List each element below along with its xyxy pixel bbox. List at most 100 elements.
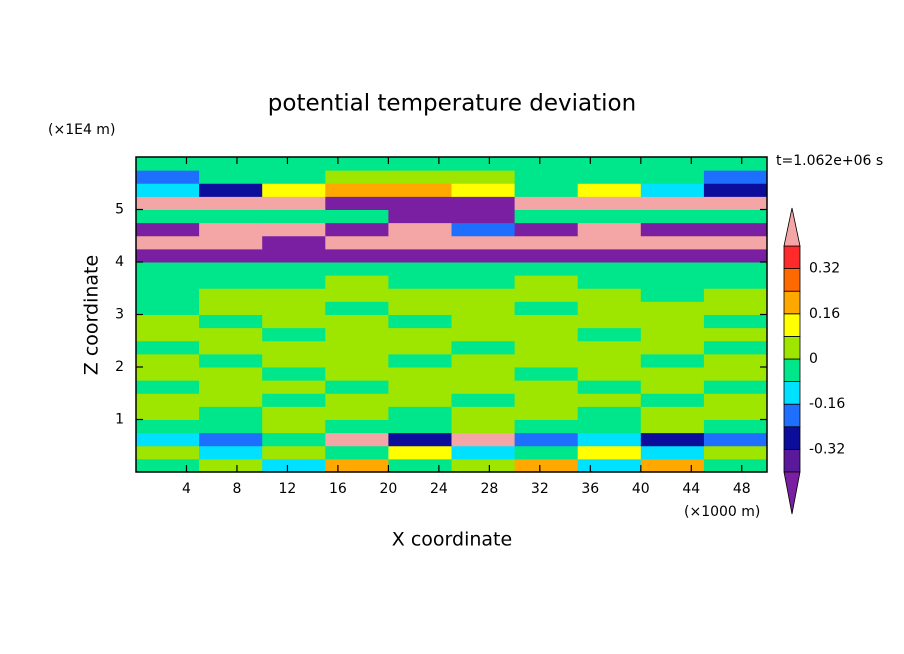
field-cell: [703, 445, 768, 460]
field-cell: [703, 262, 768, 276]
field-cell: [640, 327, 705, 342]
field-cell: [262, 353, 326, 368]
field-cell: [577, 301, 642, 315]
field-cell: [514, 209, 579, 224]
field-cell: [640, 196, 705, 210]
field-cell: [325, 248, 389, 263]
field-cell: [388, 445, 452, 460]
field-cell: [325, 183, 389, 197]
field-cell: [199, 393, 263, 407]
field-cell: [199, 380, 263, 394]
field-cell: [640, 353, 705, 368]
y-tick-label: 2: [115, 359, 124, 375]
field-cell: [577, 157, 642, 171]
field-cell: [325, 209, 389, 224]
field-cell: [640, 262, 705, 276]
x-tick-label: 36: [581, 481, 599, 497]
field-cell: [136, 327, 200, 342]
field-cell: [640, 248, 705, 263]
field-cell: [199, 432, 263, 447]
field-cell: [703, 222, 768, 237]
field-cell: [199, 340, 263, 355]
field-cell: [199, 222, 263, 237]
field-cell: [136, 248, 200, 263]
field-cell: [577, 262, 642, 276]
field-cell: [199, 262, 263, 276]
field-cell: [136, 262, 200, 276]
field-cell: [577, 275, 642, 289]
field-cell: [388, 432, 452, 447]
field-cell: [703, 275, 768, 289]
field-cell: [703, 196, 768, 210]
field-cell: [577, 340, 642, 355]
field-cell: [577, 380, 642, 394]
field-cell: [388, 314, 452, 329]
field-cell: [388, 301, 452, 315]
field-cell: [325, 327, 389, 342]
field-cell: [703, 393, 768, 407]
field-cell: [640, 458, 705, 473]
field-cell: [136, 353, 200, 368]
field-cell: [514, 380, 579, 394]
field-cell: [640, 222, 705, 237]
field-cell: [136, 432, 200, 447]
field-cell: [577, 183, 642, 197]
field-cell: [640, 340, 705, 355]
field-cell: [451, 262, 516, 276]
field-cell: [514, 314, 579, 329]
field-cell: [703, 327, 768, 342]
field-cell: [514, 419, 579, 434]
field-cell: [451, 419, 516, 434]
field-cell: [199, 301, 263, 315]
field-cell: [703, 157, 768, 171]
field-cell: [262, 432, 326, 447]
field-cell: [325, 222, 389, 237]
field-cell: [325, 458, 389, 473]
field-cell: [262, 196, 326, 210]
field-cell: [262, 222, 326, 237]
field-cell: [703, 248, 768, 263]
field-cell: [514, 235, 579, 250]
field-cell: [136, 235, 200, 250]
field-cell: [514, 327, 579, 342]
colorbar-box: [783, 245, 801, 270]
time-annotation: t=1.062e+06 s: [776, 153, 883, 169]
field-cell: [451, 314, 516, 329]
field-cell: [388, 262, 452, 276]
field-cell: [451, 353, 516, 368]
field-cell: [325, 380, 389, 394]
field-cell: [577, 314, 642, 329]
field-cell: [451, 458, 516, 473]
x-tick-label: 16: [329, 481, 347, 497]
field-cell: [325, 353, 389, 368]
field-cell: [514, 248, 579, 263]
field-cell: [262, 458, 326, 473]
field-cell: [325, 196, 389, 210]
field-cell: [262, 445, 326, 460]
x-tick-label: 8: [232, 481, 241, 497]
field-cell: [388, 353, 452, 368]
x-tick-label: 4: [182, 481, 191, 497]
field-cell: [577, 458, 642, 473]
field-cell: [640, 183, 705, 197]
field-cell: [262, 288, 326, 302]
x-tick-label: 24: [430, 481, 448, 497]
field-cell: [199, 170, 263, 184]
field-cell: [388, 183, 452, 197]
field-cell: [451, 380, 516, 394]
field-cell: [325, 262, 389, 276]
field-cell: [325, 157, 389, 171]
field-cell: [514, 196, 579, 210]
field-cell: [262, 262, 326, 276]
field-cell: [640, 157, 705, 171]
field-cell: [199, 406, 263, 420]
field-cell: [451, 327, 516, 342]
field-cell: [514, 183, 579, 197]
field-cell: [388, 419, 452, 434]
field-cell: [451, 170, 516, 184]
field-cell: [388, 157, 452, 171]
field-cell: [262, 183, 326, 197]
field-cell: [577, 248, 642, 263]
field-cell: [136, 380, 200, 394]
field-cell: [388, 196, 452, 210]
